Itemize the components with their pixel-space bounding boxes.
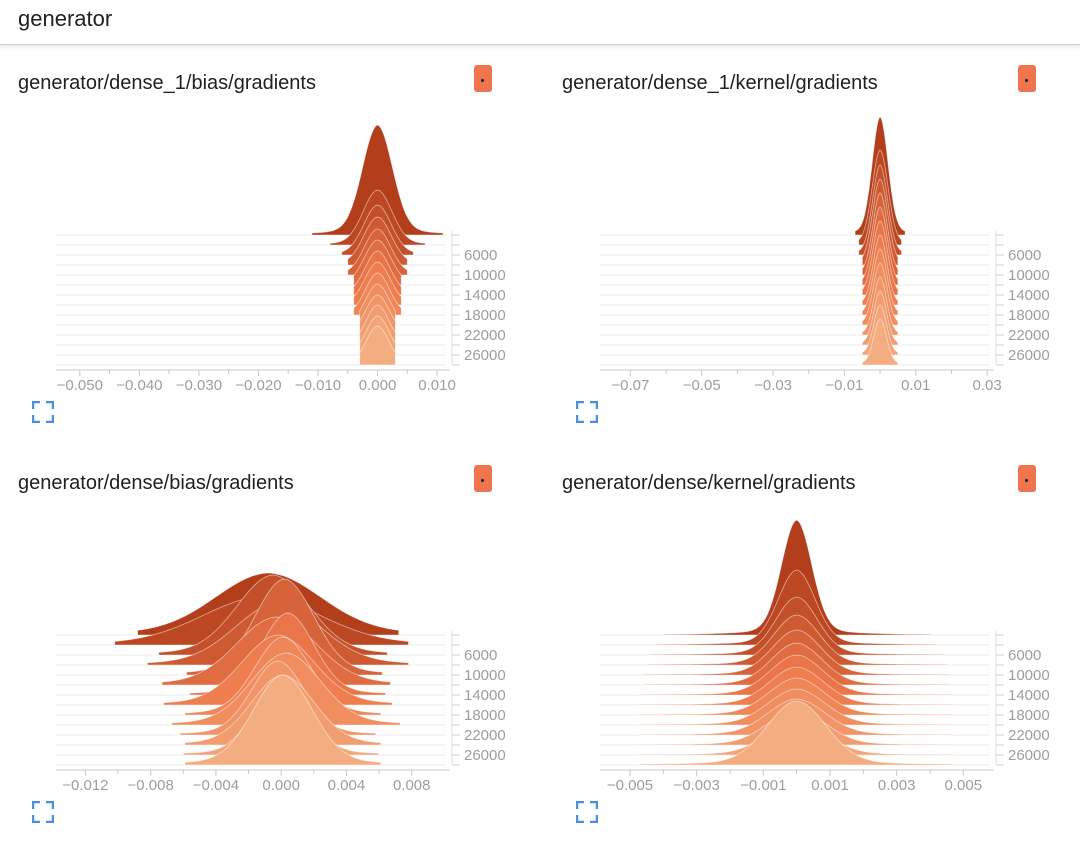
top-bar: generator [0,0,1080,45]
x-tick-label: −0.040 [116,377,162,394]
x-tick-label: −0.004 [193,777,239,794]
x-tick-label: −0.003 [674,777,720,794]
fullscreen-icon[interactable] [576,801,598,823]
histogram-chart: −0.012 −0.008 −0.004 0.000 0.004 0.008 6000 100… [56,572,506,794]
histogram-card: generator/dense/kernel/gradients −0.005−… [544,450,1080,850]
y-tick-label: 6000 [1008,647,1041,664]
histogram-chart: −0.005 −0.003 −0.001 0.001 0.003 0.005 6000 100… [600,519,1050,794]
y-tick-label: 14000 [1008,287,1050,304]
y-tick-label: 18000 [1008,707,1050,724]
x-tick-label: −0.05 [683,377,721,394]
y-tick-label: 18000 [464,307,506,324]
x-tick-label: 0.001 [811,777,849,794]
x-tick-label: −0.07 [611,377,649,394]
histogram-chart: −0.07 −0.05 −0.03 −0.01 0.01 0.03 6000 10000 140… [600,116,1050,394]
x-tick-label: −0.005 [607,777,653,794]
x-tick-label: 0.000 [359,377,397,394]
card-title: generator/dense_1/kernel/gradients [562,72,878,94]
y-tick-label: 18000 [464,707,506,724]
y-tick-label: 22000 [464,327,506,344]
group-title: generator [18,6,113,31]
x-tick-label: −0.01 [825,377,863,394]
card-title: generator/dense/kernel/gradients [562,472,856,494]
y-tick-label: 14000 [464,687,506,704]
fullscreen-icon[interactable] [576,401,598,423]
x-tick-label: 0.010 [418,377,456,394]
card-title: generator/dense/bias/gradients [18,472,294,494]
x-tick-label: −0.001 [740,777,786,794]
card-menu-button[interactable] [1018,65,1036,92]
histogram-ridge [184,674,382,766]
histogram-ridge [311,124,444,236]
histogram-chart: −0.050 −0.040 −0.030 −0.020 −0.010 0.000 0.010… [56,124,506,394]
card-menu-button[interactable] [474,465,492,492]
menu-dot-icon [481,79,484,82]
histogram-ridge [359,325,396,366]
y-tick-label: 14000 [464,287,506,304]
card-menu-button[interactable] [1018,465,1036,492]
y-tick-label: 26000 [464,347,506,364]
y-tick-label: 10000 [464,667,506,684]
x-tick-label: −0.030 [176,377,222,394]
card-title: generator/dense_1/bias/gradients [18,72,316,94]
histogram-ridge [639,700,954,766]
x-tick-label: 0.01 [901,377,930,394]
x-tick-label: 0.003 [878,777,916,794]
x-tick-label: −0.012 [62,777,108,794]
fullscreen-icon[interactable] [32,801,54,823]
x-tick-label: −0.050 [57,377,103,394]
x-tick-label: 0.000 [262,777,300,794]
histogram-ridge [861,318,899,366]
y-tick-label: 10000 [464,267,506,284]
x-tick-label: −0.020 [235,377,281,394]
histogram-card: generator/dense_1/kernel/gradients −0.07… [544,50,1080,450]
y-tick-label: 22000 [1008,727,1050,744]
y-tick-label: 10000 [1008,667,1050,684]
y-tick-label: 6000 [464,247,497,264]
y-tick-label: 22000 [1008,327,1050,344]
x-tick-label: −0.010 [295,377,341,394]
menu-dot-icon [1025,479,1028,482]
x-tick-label: 0.005 [945,777,983,794]
fullscreen-icon[interactable] [32,401,54,423]
y-tick-label: 26000 [464,747,506,764]
y-tick-label: 14000 [1008,687,1050,704]
x-tick-label: 0.008 [393,777,431,794]
x-tick-label: 0.03 [973,377,1002,394]
menu-dot-icon [1025,79,1028,82]
y-tick-label: 10000 [1008,267,1050,284]
x-tick-label: 0.004 [328,777,366,794]
histogram-card: generator/dense/bias/gradients −0.012 −0.… [0,450,540,850]
y-tick-label: 6000 [1008,247,1041,264]
y-tick-label: 18000 [1008,307,1050,324]
menu-dot-icon [481,479,484,482]
x-tick-label: −0.008 [127,777,173,794]
card-menu-button[interactable] [474,65,492,92]
histogram-card: generator/dense_1/bias/gradients −0.050−… [0,50,540,450]
y-tick-label: 26000 [1008,747,1050,764]
x-tick-label: −0.03 [754,377,792,394]
y-tick-label: 26000 [1008,347,1050,364]
y-tick-label: 22000 [464,727,506,744]
y-tick-label: 6000 [464,647,497,664]
